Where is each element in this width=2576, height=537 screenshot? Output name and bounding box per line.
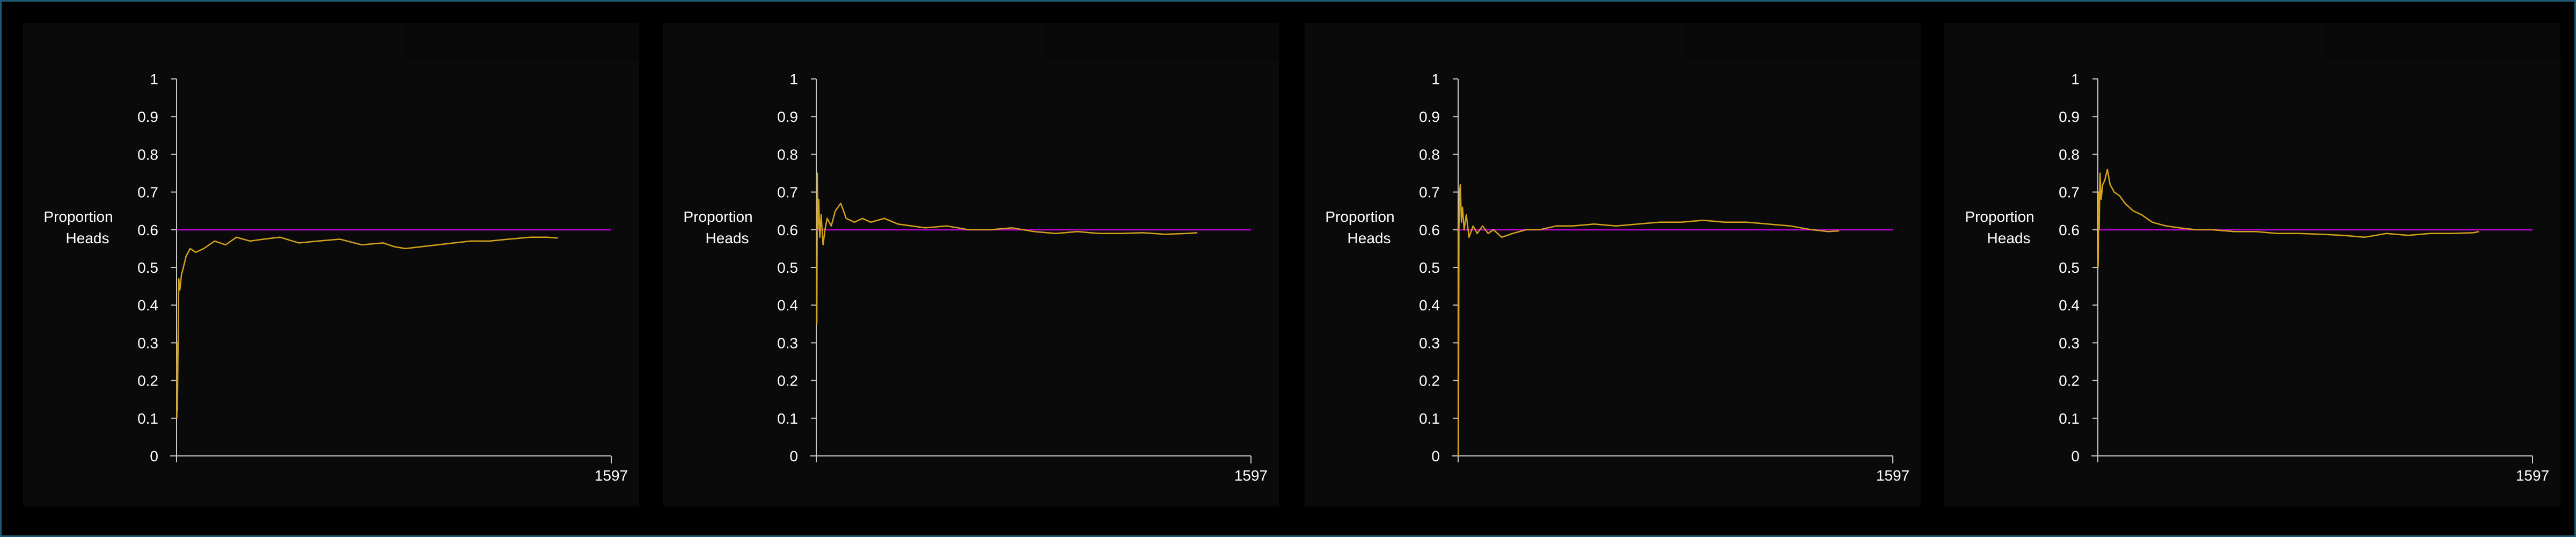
chart-4: 0 0.1 0.2 0.3 0.4 0.5 0.6 0.7 0.8 0.9 1 1597 Proport… <box>1965 71 2549 484</box>
y-tick-label: 0.1 <box>2059 410 2080 427</box>
y-axis-label-line2: Heads <box>66 230 109 246</box>
chart-2: 0 0.1 0.2 0.3 0.4 0.5 0.6 0.7 0.8 0.9 1 1597 Proport… <box>683 71 1268 484</box>
panel-tab <box>2324 23 2560 60</box>
y-tick-label: 0.2 <box>777 373 798 389</box>
y-tick-label: 0.2 <box>137 373 158 389</box>
panel-tab <box>1043 23 1279 60</box>
panel-tab <box>1685 23 1921 60</box>
chart-3: 0 0.1 0.2 0.3 0.4 0.5 0.6 0.7 0.8 0.9 1 1597 Proport… <box>1325 71 1909 484</box>
y-tick-label: 0.6 <box>777 222 798 238</box>
y-tick-label: 0.4 <box>1419 297 1440 314</box>
x-tick-label: 1597 <box>2516 467 2549 484</box>
y-tick-label: 0.6 <box>1419 222 1440 238</box>
y-tick-label: 0.3 <box>1419 335 1440 351</box>
y-tick-label: 1 <box>2071 71 2080 88</box>
y-axis-label-line2: Heads <box>1987 230 2031 246</box>
y-tick-label: 0.4 <box>137 297 158 314</box>
y-tick-label: 0.8 <box>1419 146 1440 163</box>
y-axis-label-line1: Proportion <box>1965 208 2034 225</box>
y-tick-label: 0 <box>1431 448 1440 465</box>
y-tick-label: 0 <box>2071 448 2080 465</box>
y-tick-label: 0.9 <box>777 108 798 125</box>
chart-panel-4: 0 0.1 0.2 0.3 0.4 0.5 0.6 0.7 0.8 0.9 1 1597 Proport… <box>1944 23 2560 506</box>
series-line <box>1458 184 1840 456</box>
y-tick-label: 0.8 <box>2059 146 2080 163</box>
y-tick-label: 0.5 <box>137 259 158 276</box>
chart-1: 0 0.1 0.2 0.3 0.4 0.5 0.6 0.7 0.8 0.9 1 1597 Proport… <box>43 71 628 484</box>
y-axis-label-line1: Proportion <box>683 208 752 225</box>
y-tick-label: 0.7 <box>2059 184 2080 201</box>
y-tick-label: 0.3 <box>2059 335 2080 351</box>
y-tick-label: 0.1 <box>1419 410 1440 427</box>
y-tick-label: 1 <box>789 71 798 88</box>
y-tick-label: 0.3 <box>777 335 798 351</box>
y-tick-label: 0.2 <box>2059 373 2080 389</box>
x-tick-label: 1597 <box>595 467 628 484</box>
y-tick-label: 0 <box>789 448 798 465</box>
y-tick-label: 0.9 <box>137 108 158 125</box>
x-tick-label: 1597 <box>1234 467 1268 484</box>
y-tick-label: 0.5 <box>1419 259 1440 276</box>
series-line <box>816 172 1198 325</box>
y-axis-label-line2: Heads <box>1348 230 1391 246</box>
y-tick-label: 0.9 <box>2059 108 2080 125</box>
chart-panel-3: 0 0.1 0.2 0.3 0.4 0.5 0.6 0.7 0.8 0.9 1 1597 Proport… <box>1305 23 1921 506</box>
y-tick-label: 1 <box>1431 71 1440 88</box>
y-tick-label: 0.6 <box>137 222 158 238</box>
y-tick-label: 0.7 <box>777 184 798 201</box>
y-tick-label: 0.7 <box>1419 184 1440 201</box>
y-tick-label: 0.6 <box>2059 222 2080 238</box>
chart-panel-1: 0 0.1 0.2 0.3 0.4 0.5 0.6 0.7 0.8 0.9 1 1597 Proport… <box>23 23 639 506</box>
y-tick-label: 0.1 <box>137 410 158 427</box>
y-tick-label: 0 <box>150 448 158 465</box>
y-tick-label: 0.8 <box>777 146 798 163</box>
y-tick-label: 0.8 <box>137 146 158 163</box>
y-tick-label: 0.2 <box>1419 373 1440 389</box>
y-tick-label: 0.4 <box>2059 297 2080 314</box>
y-tick-label: 0.5 <box>777 259 798 276</box>
panel-tab <box>403 23 639 60</box>
y-axis-label-line1: Proportion <box>43 208 113 225</box>
y-tick-label: 0.1 <box>777 410 798 427</box>
y-tick-label: 0.3 <box>137 335 158 351</box>
y-axis-label-line1: Proportion <box>1325 208 1394 225</box>
series-line <box>2097 169 2479 268</box>
y-tick-label: 0.5 <box>2059 259 2080 276</box>
y-tick-label: 0.7 <box>137 184 158 201</box>
y-tick-label: 0.4 <box>777 297 798 314</box>
chart-panel-2: 0 0.1 0.2 0.3 0.4 0.5 0.6 0.7 0.8 0.9 1 1597 Proport… <box>663 23 1279 506</box>
y-tick-label: 0.9 <box>1419 108 1440 125</box>
x-tick-label: 1597 <box>1876 467 1909 484</box>
y-axis-label-line2: Heads <box>706 230 749 246</box>
series-line <box>176 236 558 418</box>
y-tick-label: 1 <box>150 71 158 88</box>
